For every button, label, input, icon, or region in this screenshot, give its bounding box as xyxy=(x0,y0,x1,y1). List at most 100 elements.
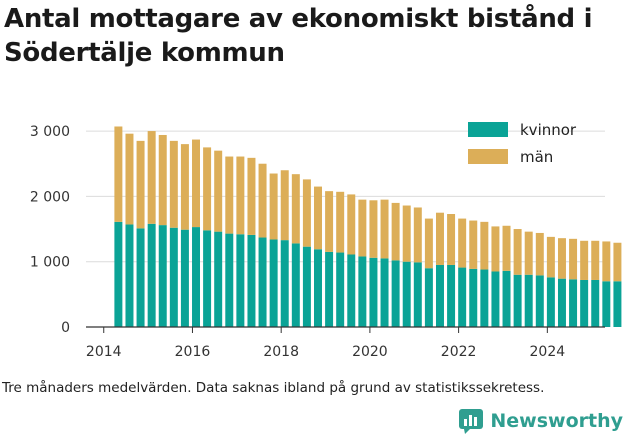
bar-man xyxy=(336,191,345,253)
bar-man xyxy=(147,131,156,224)
bar-man xyxy=(347,194,356,255)
bar-kvinnor xyxy=(380,258,389,327)
bar-man xyxy=(557,238,566,279)
brand-logo[interactable]: Newsworthy xyxy=(458,408,623,434)
bar-man xyxy=(269,173,278,240)
bar-kvinnor xyxy=(203,230,212,327)
legend-swatch xyxy=(468,149,508,164)
bar-kvinnor xyxy=(192,227,201,327)
bar-man xyxy=(569,238,578,280)
bar-kvinnor xyxy=(147,223,156,327)
bar-man xyxy=(602,241,611,282)
bar-man xyxy=(158,134,167,226)
bar-man xyxy=(613,242,622,282)
legend-label: kvinnor xyxy=(520,121,577,139)
bar-man xyxy=(491,226,500,272)
bar-man xyxy=(192,139,201,228)
bar-man xyxy=(369,200,378,258)
bar-man xyxy=(469,220,478,269)
bar-man xyxy=(435,212,444,265)
bar-kvinnor xyxy=(158,225,167,327)
bar-man xyxy=(524,231,533,275)
bars xyxy=(114,126,622,327)
bar-kvinnor xyxy=(314,249,322,327)
x-tick-label: 2014 xyxy=(86,344,122,360)
bar-kvinnor xyxy=(336,252,345,327)
bar-kvinnor xyxy=(546,277,555,327)
bar-kvinnor xyxy=(591,279,600,327)
x-tick-label: 2024 xyxy=(530,344,566,360)
bar-man xyxy=(546,236,555,278)
bar-kvinnor xyxy=(236,234,245,327)
y-tick-label: 0 xyxy=(61,320,70,336)
bar-man xyxy=(358,199,367,257)
bar-kvinnor xyxy=(602,281,611,327)
bar-kvinnor xyxy=(513,274,522,327)
bar-kvinnor xyxy=(169,227,178,327)
bar-man xyxy=(424,218,433,269)
bar-man xyxy=(580,240,589,280)
bar-kvinnor xyxy=(247,234,256,327)
bar-kvinnor xyxy=(613,281,622,327)
bar-kvinnor xyxy=(580,279,589,327)
bar-kvinnor xyxy=(358,256,367,327)
bar-man xyxy=(236,156,245,235)
bar-man xyxy=(591,240,600,280)
bar-kvinnor xyxy=(502,270,511,327)
brand-name: Newsworthy xyxy=(490,410,623,432)
bar-kvinnor xyxy=(413,262,422,327)
bar-kvinnor xyxy=(269,239,278,327)
bar-man xyxy=(480,221,489,270)
bar-kvinnor xyxy=(214,231,223,327)
bar-man xyxy=(458,218,467,268)
bar-kvinnor xyxy=(258,237,267,327)
bar-kvinnor xyxy=(469,268,478,327)
bar-kvinnor xyxy=(402,261,411,327)
bar-man xyxy=(225,156,234,234)
bar-man xyxy=(125,133,134,225)
bar-kvinnor xyxy=(325,251,334,327)
y-tick-label: 3 000 xyxy=(30,124,70,140)
bar-man xyxy=(447,214,456,265)
bar-kvinnor xyxy=(347,254,356,327)
stacked-bar-chart: 0 1 000 2 000 3 000 2014 2016 2018 2020 2022 2024… xyxy=(30,121,622,360)
bar-kvinnor xyxy=(491,271,500,327)
bar-kvinnor xyxy=(369,257,378,327)
bar-kvinnor xyxy=(291,243,300,327)
bar-man xyxy=(114,126,123,222)
bar-man xyxy=(280,170,289,241)
bar-man xyxy=(291,174,300,244)
bar-man xyxy=(502,225,511,271)
bar-man xyxy=(391,202,400,261)
bar-kvinnor xyxy=(125,224,134,327)
axes: 0 1 000 2 000 3 000 2014 2016 2018 2020 2022 2024 xyxy=(30,124,605,360)
bar-kvinnor xyxy=(424,268,433,327)
legend-swatch xyxy=(468,122,508,137)
bar-kvinnor xyxy=(480,269,489,327)
bar-man xyxy=(136,140,145,229)
bar-kvinnor xyxy=(136,228,145,327)
x-tick-label: 2020 xyxy=(352,344,388,360)
bar-man xyxy=(214,150,223,232)
bar-man xyxy=(402,205,411,262)
bar-kvinnor xyxy=(535,275,544,327)
bar-kvinnor xyxy=(280,240,289,327)
y-tick-label: 1 000 xyxy=(30,255,70,271)
bar-man xyxy=(203,147,212,231)
bar-kvinnor xyxy=(447,264,456,327)
bar-man xyxy=(314,186,322,250)
newsworthy-logo-icon xyxy=(459,409,484,434)
bar-man xyxy=(380,199,389,259)
bar-man xyxy=(247,157,256,235)
bar-kvinnor xyxy=(391,260,400,327)
x-tick-label: 2018 xyxy=(263,344,299,360)
chart-title: Antal mottagare av ekonomiskt bistånd i … xyxy=(4,4,593,68)
bar-kvinnor xyxy=(302,246,311,327)
bar-kvinnor xyxy=(524,274,533,327)
bar-kvinnor xyxy=(180,229,189,327)
footnote: Tre månaders medelvärden. Data saknas ib… xyxy=(2,380,545,396)
bar-kvinnor xyxy=(225,233,234,327)
bar-kvinnor xyxy=(557,278,566,327)
bar-man xyxy=(180,144,189,230)
bar-kvinnor xyxy=(458,267,467,327)
